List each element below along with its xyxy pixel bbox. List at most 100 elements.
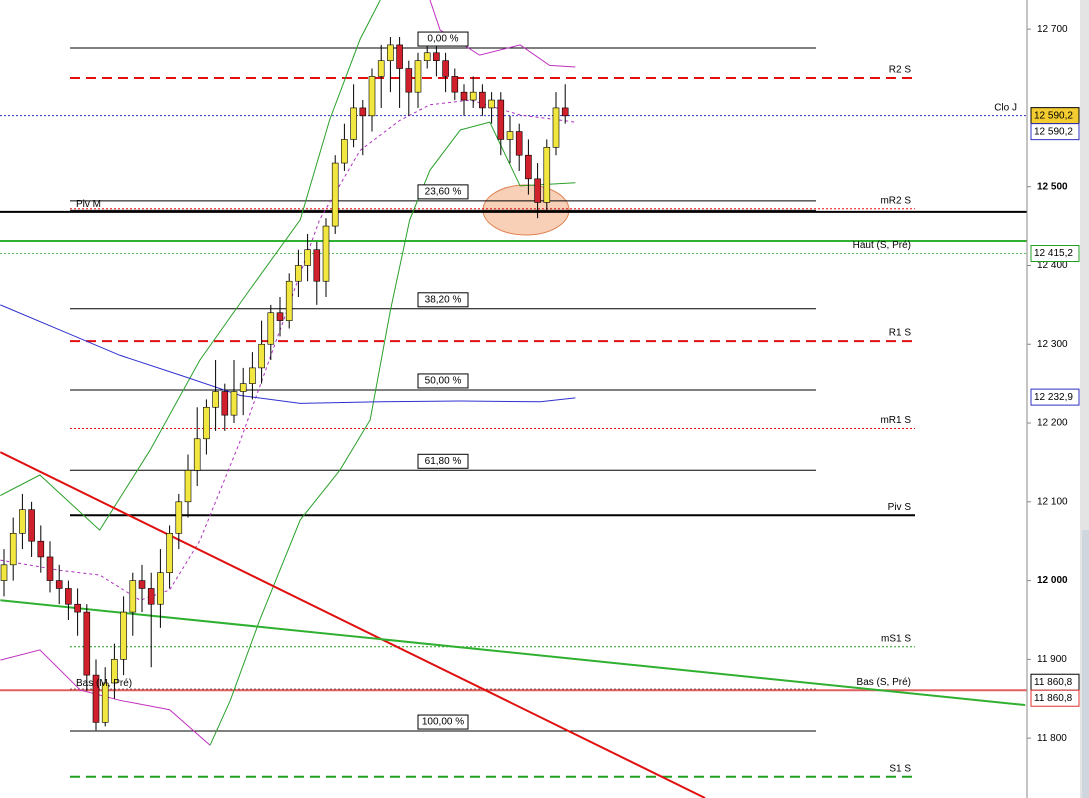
candles bbox=[0, 37, 569, 731]
candle-body bbox=[175, 501, 183, 534]
price-label: 11 860,8 bbox=[1034, 693, 1073, 704]
candle-body bbox=[74, 603, 81, 613]
levels bbox=[0, 47, 1027, 778]
price-label-box bbox=[1030, 689, 1080, 707]
candle-body bbox=[138, 580, 146, 589]
fib-label-box bbox=[417, 373, 469, 389]
candle-body bbox=[212, 391, 219, 408]
fib-label-box bbox=[417, 453, 469, 469]
candle-body bbox=[37, 540, 45, 558]
candle-body bbox=[515, 131, 523, 156]
overlays bbox=[0, 0, 1026, 798]
side-scroll bbox=[1082, 530, 1089, 798]
price-axis: 12 700 12 500 12 400 12 300 12 200 12 100 12 0… bbox=[1027, 24, 1080, 744]
fib-label-box bbox=[417, 184, 469, 200]
fib-label: 23,60 % bbox=[425, 187, 462, 198]
candle-body bbox=[65, 588, 72, 605]
level-label: Bas (S, Pré) bbox=[857, 677, 911, 688]
candle-body bbox=[469, 91, 477, 101]
level-label: mR2 S bbox=[880, 195, 911, 206]
candle-body bbox=[497, 99, 505, 140]
level-label: Piv S bbox=[888, 502, 912, 513]
y-tick-label: 12 200 bbox=[1037, 418, 1068, 429]
fib-label: 0,00 % bbox=[427, 34, 458, 45]
candle-body bbox=[341, 139, 348, 164]
candle-body bbox=[157, 572, 164, 605]
y-tick-label: 12 100 bbox=[1037, 496, 1068, 507]
candle-body bbox=[396, 44, 403, 69]
candle-body bbox=[322, 225, 330, 282]
candle-body bbox=[147, 588, 155, 605]
candle-body bbox=[9, 533, 17, 566]
candle-body bbox=[488, 99, 495, 109]
candle-body bbox=[111, 659, 118, 684]
price-label: 12 415,2 bbox=[1034, 248, 1073, 259]
price-label: 12 232,9 bbox=[1034, 392, 1073, 403]
level-labels: 0,00 % 23,60 % 38,20 % 50,00 % 61,80 % 100,00… bbox=[76, 31, 1017, 774]
level-label: mS1 S bbox=[881, 633, 911, 644]
candle-body bbox=[120, 611, 127, 660]
level-label: mR1 S bbox=[880, 415, 911, 426]
candle-body bbox=[423, 52, 431, 61]
level-label: Bas (M, Pré) bbox=[76, 678, 132, 689]
fib-label-box bbox=[417, 292, 469, 308]
candle-body bbox=[313, 249, 321, 282]
candle-body bbox=[55, 580, 63, 589]
fib-label-box bbox=[417, 31, 469, 47]
indicator-line bbox=[0, 0, 381, 531]
candle-body bbox=[405, 68, 413, 93]
level-label: S1 S bbox=[889, 763, 911, 774]
indicator-line bbox=[0, 599, 1026, 707]
candle-body bbox=[552, 107, 560, 148]
y-tick-label: 12 000 bbox=[1037, 575, 1068, 586]
candle-body bbox=[239, 383, 247, 392]
candle-body bbox=[267, 312, 275, 345]
level-label: Haut (S, Pré) bbox=[853, 240, 911, 251]
side-panel bbox=[1080, 0, 1089, 798]
candle-body bbox=[414, 60, 422, 93]
price-label: 11 860,8 bbox=[1034, 677, 1073, 688]
price-label-box bbox=[1030, 123, 1080, 141]
price-label: 12 590,2 bbox=[1034, 110, 1073, 121]
candle-body bbox=[368, 76, 376, 117]
candle-body bbox=[506, 131, 514, 140]
candle-body bbox=[129, 580, 137, 613]
candle-body bbox=[331, 162, 339, 227]
candle-body bbox=[221, 391, 229, 416]
candle-body bbox=[451, 76, 459, 93]
candle-body bbox=[304, 249, 311, 266]
y-tick-label: 11 900 bbox=[1037, 654, 1067, 665]
candle-body bbox=[561, 107, 569, 117]
price-label-box bbox=[1030, 388, 1080, 406]
candle-body bbox=[534, 178, 541, 203]
indicator-line bbox=[0, 304, 576, 404]
candle-body bbox=[479, 91, 486, 109]
candle-body bbox=[184, 469, 192, 503]
level-label: R1 S bbox=[889, 328, 912, 339]
fib-label: 100,00 % bbox=[422, 717, 464, 728]
candle-body bbox=[101, 682, 109, 723]
candle-body bbox=[19, 509, 26, 534]
candle-body bbox=[285, 280, 293, 321]
y-tick-label: 11 800 bbox=[1037, 733, 1067, 744]
fib-label: 61,80 % bbox=[425, 456, 462, 467]
indicator-line bbox=[209, 121, 576, 746]
y-tick-label: 12 500 bbox=[1037, 181, 1068, 192]
candle-body bbox=[543, 147, 551, 203]
indicator-line bbox=[429, 0, 576, 68]
candle-body bbox=[359, 107, 367, 117]
candle-body bbox=[442, 60, 449, 77]
candle-body bbox=[230, 391, 238, 416]
fib-label: 50,00 % bbox=[425, 376, 462, 387]
indicator-line bbox=[0, 649, 211, 746]
level-label: Piv M bbox=[76, 199, 101, 210]
candle-body bbox=[525, 154, 532, 180]
y-tick-label: 12 400 bbox=[1037, 260, 1068, 271]
candle-body bbox=[28, 509, 35, 542]
candle-body bbox=[377, 60, 385, 77]
candle-body bbox=[276, 312, 284, 321]
level-label: Clo J bbox=[994, 102, 1017, 113]
fib-label: 38,20 % bbox=[425, 294, 462, 305]
